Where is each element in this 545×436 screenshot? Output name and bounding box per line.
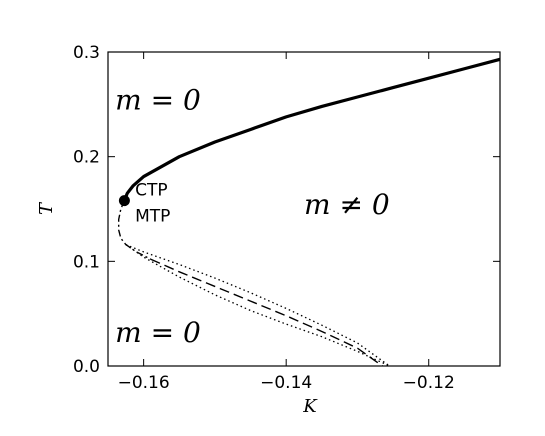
y-tick-label: 0.1	[73, 252, 100, 272]
y-tick-label: 0.3	[73, 43, 100, 63]
region-label: m = 0	[115, 84, 201, 117]
x-tick-label: −0.12	[403, 373, 455, 393]
point-label: MTP	[135, 207, 170, 227]
ctp-point-marker	[118, 195, 130, 207]
x-tick-label: −0.16	[118, 373, 170, 393]
x-axis-label: K	[302, 396, 318, 417]
x-tick-label: −0.14	[260, 373, 312, 393]
y-axis-label: T	[36, 201, 57, 215]
point-label: CTP	[135, 180, 168, 200]
series-line-1	[122, 57, 500, 202]
y-tick-label: 0.2	[73, 148, 100, 168]
series-line-4	[125, 243, 390, 366]
y-tick-label: 0.0	[73, 357, 100, 377]
plot-frame	[107, 51, 501, 367]
region-label: m = 0	[115, 316, 201, 349]
region-label: m ≠ 0	[304, 188, 390, 221]
series-line-2	[117, 200, 152, 260]
series-line-3	[150, 258, 383, 366]
